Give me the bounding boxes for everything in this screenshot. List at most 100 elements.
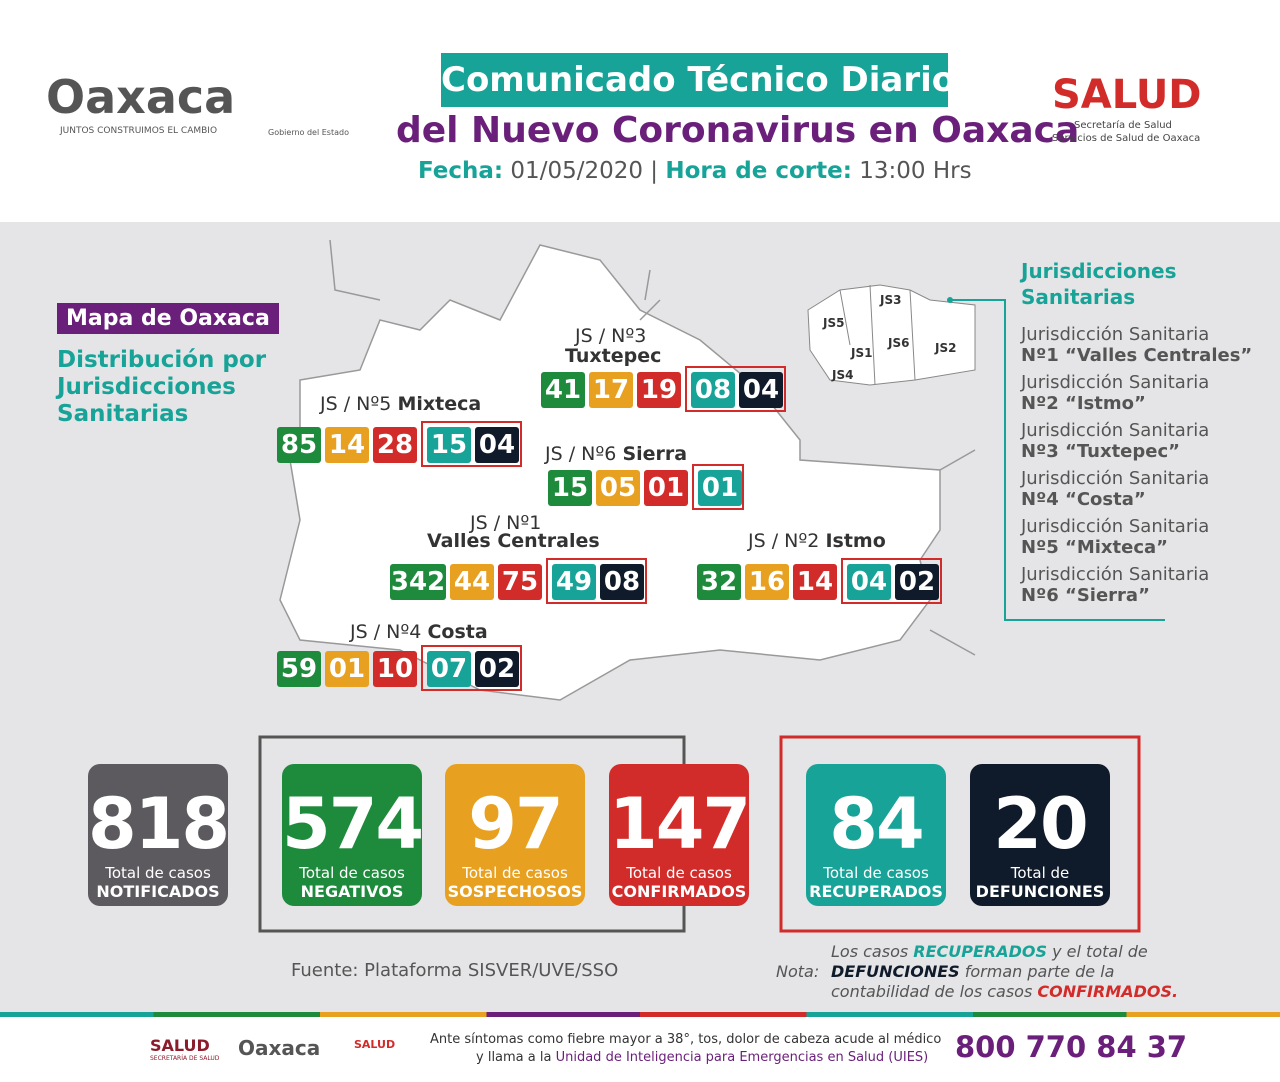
- jurisdiction-value: 15: [427, 427, 471, 463]
- title1: Comunicado Técnico Diario: [441, 53, 955, 107]
- label: JS / Nº4: [350, 621, 422, 643]
- jurisdiction-value: 32: [697, 564, 741, 600]
- jurisdiction-value: 04: [847, 564, 891, 600]
- jurisdiction-value: 28: [373, 427, 417, 463]
- outline: [685, 366, 786, 412]
- jurisdiction-value: 08: [691, 372, 735, 408]
- total-value: 818: [88, 783, 230, 865]
- total-line2: DEFUNCIONES: [975, 882, 1105, 901]
- legend-line: Nº3 “Tuxtepec”: [1021, 441, 1180, 462]
- jurisdiction-value: 85: [277, 427, 321, 463]
- jurisdiction-value: 10: [373, 651, 417, 687]
- f-salud-sub: SECRETARÍA DE SALUD: [150, 1055, 220, 1062]
- jurisdiction-value: 41: [541, 372, 585, 408]
- jurisdiction-label: JS / Nº3: [575, 325, 646, 347]
- jurisdiction-value: 44: [450, 564, 494, 600]
- label: JS / Nº1: [470, 512, 542, 534]
- t: y llama a la: [476, 1050, 556, 1065]
- t: DEFUNCIONES: [831, 962, 960, 981]
- f-logo: Oaxaca: [238, 1036, 321, 1060]
- total-line1: Total de casos: [105, 864, 211, 882]
- label: JS / Nº2: [748, 530, 820, 552]
- t: forman parte de la: [959, 962, 1115, 981]
- jurisdiction-name: Tuxtepec: [565, 345, 662, 367]
- jurisdiction-value: 01: [325, 651, 369, 687]
- outline: [841, 558, 942, 604]
- name: Sierra: [622, 443, 688, 465]
- total-value: 84: [829, 783, 924, 865]
- jurisdiction-value: 04: [739, 372, 783, 408]
- label: JS / Nº6: [545, 443, 617, 465]
- legend-line: Nº6 “Sierra”: [1021, 585, 1150, 606]
- total-line1: Total de casos: [626, 864, 732, 882]
- legend-item: Jurisdicción Sanitaria Nº3 “Tuxtepec”: [1021, 420, 1271, 462]
- legend-line: Nº4 “Costa”: [1021, 489, 1146, 510]
- name: Istmo: [825, 530, 886, 552]
- total-line1: Total de casos: [823, 864, 929, 882]
- label: JS / Nº5: [320, 393, 392, 415]
- jurisdiction-value: 04: [475, 427, 519, 463]
- subtitle-line: Jurisdicciones: [57, 374, 236, 400]
- total-value: 147: [609, 783, 751, 865]
- phone: 800 770 84 37: [955, 1030, 1188, 1064]
- f-salud2: SALUD: [354, 1038, 396, 1051]
- jurisdiction-value: 59: [277, 651, 321, 687]
- jurisdiction-value: 05: [596, 470, 640, 506]
- legend-line: Jurisdicción Sanitaria: [1021, 372, 1210, 393]
- label: JS / Nº3: [575, 325, 647, 347]
- jurisdiction-value: 14: [325, 427, 369, 463]
- dot: [947, 297, 953, 303]
- total-card: 574 Total de casos NEGATIVOS: [282, 764, 424, 906]
- subtitle-line: Sanitarias: [57, 401, 189, 427]
- outline: [546, 558, 647, 604]
- name: Mixteca: [397, 393, 482, 415]
- tagline: JUNTOS CONSTRUIMOS EL CAMBIO: [60, 126, 218, 136]
- jurisdiction-value: 19: [637, 372, 681, 408]
- jurisdiction-value: 02: [475, 651, 519, 687]
- legend-line: Jurisdicción Sanitaria: [1021, 564, 1210, 585]
- total-line2: NEGATIVOS: [300, 882, 404, 901]
- t: Los casos: [831, 942, 914, 961]
- label: Fecha:: [418, 158, 504, 184]
- jurisdiction-value: 07: [427, 651, 471, 687]
- legend-line: Nº1 “Valles Centrales”: [1021, 345, 1253, 366]
- name: Costa: [427, 621, 488, 643]
- note-label: Nota:: [776, 962, 820, 981]
- jurisdiction-value: 14: [793, 564, 837, 600]
- minimap-label: JS3: [880, 293, 902, 307]
- jurisdiction-value: 02: [895, 564, 939, 600]
- note: Los casos RECUPERADOS y el total de DEFUN…: [831, 942, 1178, 1002]
- t: CONFIRMADOS.: [1037, 982, 1179, 1001]
- jurisdiction-value: 01: [698, 470, 742, 506]
- jurisdiction-value: 16: [745, 564, 789, 600]
- t: contabilidad de los casos: [831, 982, 1038, 1001]
- frame: [779, 735, 1141, 933]
- legend-item: Jurisdicción Sanitaria Nº1 “Valles Centra…: [1021, 324, 1271, 366]
- f-line1: Ante síntomas como fiebre mayor a 38°, t…: [430, 1032, 942, 1047]
- salud-sub: Secretaría de Salud: [1074, 120, 1172, 131]
- salud: SALUD: [1052, 72, 1202, 118]
- legend-line: Nº5 “Mixteca”: [1021, 537, 1168, 558]
- subtitle-line: Distribución por: [57, 347, 267, 373]
- jurisdiction-value: 01: [644, 470, 688, 506]
- legend-item: Jurisdicción Sanitaria Nº6 “Sierra”: [1021, 564, 1271, 606]
- total-line1: Total de casos: [462, 864, 568, 882]
- legend-bracket: [950, 299, 1165, 621]
- salud-sub: Servicios de Salud de Oaxaca: [1052, 133, 1201, 144]
- legend-line: Jurisdicción Sanitaria: [1021, 324, 1210, 345]
- jurisdiction-label: JS / Nº4 Costa: [350, 621, 488, 643]
- jurisdiction-label: JS / Nº5 Mixteca: [320, 393, 481, 415]
- f-line2: y llama a la Unidad de Inteligencia para…: [476, 1050, 928, 1065]
- minimap-label: JS5: [823, 316, 845, 330]
- rivers: [329, 239, 976, 656]
- total-value: 20: [993, 783, 1088, 865]
- total-value: 574: [282, 783, 424, 865]
- jurisdiction-name: Valles Centrales: [427, 530, 600, 552]
- date-line: Fecha: 01/05/2020 | Hora de corte: 13:00…: [418, 158, 972, 184]
- legend-line: Nº2 “Istmo”: [1021, 393, 1146, 414]
- jurisdiction-value: 342: [390, 564, 446, 600]
- total-card: 97 Total de casos SOSPECHOSOS: [445, 764, 585, 906]
- legend-line: Jurisdicción Sanitaria: [1021, 516, 1210, 537]
- total-card: 818 Total de casos NOTIFICADOS: [88, 764, 230, 906]
- total-value: 97: [468, 783, 563, 865]
